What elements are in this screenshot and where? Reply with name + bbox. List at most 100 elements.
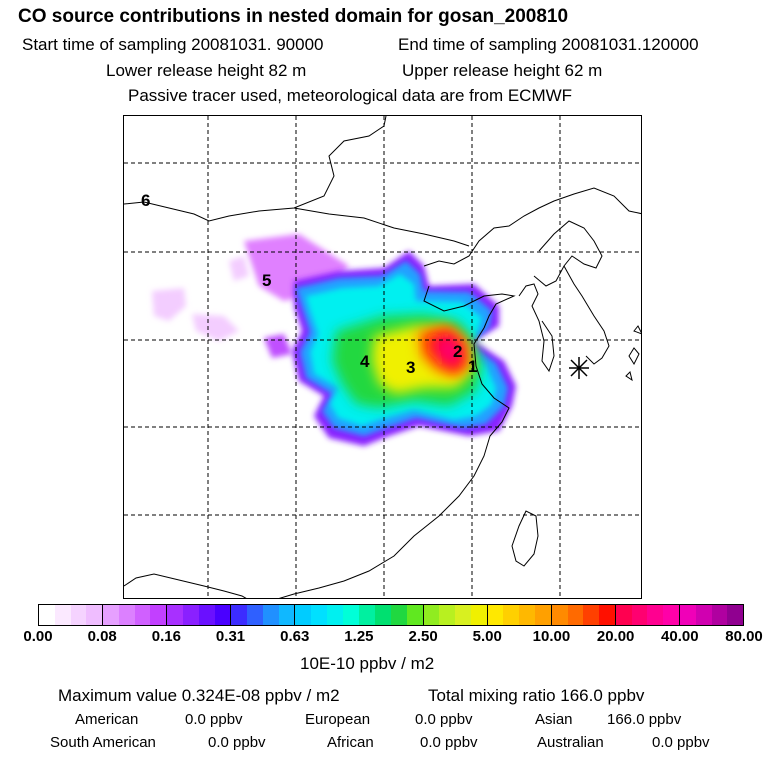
- total-mixing-ratio-label: Total mixing ratio 166.0 ppbv: [428, 686, 645, 705]
- color-swatch: [326, 605, 343, 625]
- region-label-4: 4: [360, 352, 370, 371]
- start-time-label: Start time of sampling 20081031. 90000: [22, 35, 324, 54]
- color-swatch: [455, 605, 471, 625]
- color-swatch: [134, 605, 151, 625]
- european-name: European: [305, 711, 371, 728]
- american-name: American: [75, 711, 139, 728]
- european-value: 0.0 ppbv: [415, 711, 473, 728]
- color-swatch: [214, 605, 231, 625]
- color-swatch: [311, 605, 327, 625]
- asian-name: Asian: [535, 711, 573, 728]
- color-swatch: [535, 605, 551, 625]
- color-swatch: [615, 605, 632, 625]
- color-swatch: [487, 605, 504, 625]
- color-scale-segment: [359, 605, 424, 625]
- color-swatch: [167, 605, 183, 625]
- coastlines: [124, 116, 641, 598]
- color-swatch: [679, 605, 696, 625]
- color-swatch: [423, 605, 440, 625]
- color-swatch: [247, 605, 263, 625]
- australian-value: 0.0 ppbv: [652, 734, 710, 751]
- color-swatch: [406, 605, 423, 625]
- color-scale-tick-label: 2.50: [408, 628, 438, 645]
- color-scale-tick-label: 0.31: [215, 628, 246, 645]
- upper-height-label: Upper release height 62 m: [402, 61, 603, 80]
- maximum-value-label: Maximum value 0.324E-08 ppbv / m2: [58, 686, 340, 705]
- lower-height-label: Lower release height 82 m: [106, 61, 307, 80]
- color-swatch: [359, 605, 376, 625]
- color-scale-unit: 10E-10 ppbv / m2: [300, 654, 435, 673]
- color-swatch: [39, 605, 55, 625]
- color-swatch: [262, 605, 279, 625]
- color-scale-tick-label: 10.00: [532, 628, 571, 645]
- color-swatch: [439, 605, 456, 625]
- map-svg: 6 5 4 3 2 1: [124, 116, 641, 598]
- region-label-2: 2: [453, 342, 462, 361]
- color-swatch: [663, 605, 679, 625]
- graticule: [124, 116, 641, 598]
- color-scale-segment: [295, 605, 360, 625]
- tracer-note: Passive tracer used, meteorological data…: [128, 86, 573, 105]
- color-scale-tick-label: 0.16: [151, 628, 181, 645]
- color-swatch: [470, 605, 487, 625]
- color-scale-tick-label: 0.00: [23, 628, 53, 645]
- color-swatch: [150, 605, 167, 625]
- color-scale-segment: [167, 605, 232, 625]
- color-scale-tick-label: 0.08: [87, 628, 117, 645]
- color-swatch: [278, 605, 295, 625]
- asian-value: 166.0 ppbv: [607, 711, 682, 728]
- color-swatch: [391, 605, 407, 625]
- color-swatch: [118, 605, 135, 625]
- color-swatch: [599, 605, 615, 625]
- color-swatch: [647, 605, 664, 625]
- color-swatch: [695, 605, 712, 625]
- color-swatch: [103, 605, 119, 625]
- color-swatch: [182, 605, 199, 625]
- color-swatch: [551, 605, 568, 625]
- color-scale-segment: [39, 605, 104, 625]
- color-scale-ticks: 0.00 0.08 0.16 0.31 0.63 1.25 2.50 5.00 10.00 20.…: [0, 628, 768, 648]
- color-swatch: [583, 605, 600, 625]
- color-swatch: [375, 605, 392, 625]
- color-swatch: [54, 605, 71, 625]
- south-american-value: 0.0 ppbv: [208, 734, 266, 751]
- region-label-3: 3: [406, 358, 415, 377]
- plot-title: CO source contributions in nested domain…: [18, 6, 569, 27]
- color-scale-segment: [551, 605, 616, 625]
- american-value: 0.0 ppbv: [185, 711, 243, 728]
- african-value: 0.0 ppbv: [420, 734, 478, 751]
- receptor-star-marker: [569, 357, 589, 379]
- color-swatch: [727, 605, 744, 625]
- color-swatch: [231, 605, 248, 625]
- region-label-1: 1: [468, 357, 477, 376]
- region-label-6: 6: [141, 191, 150, 210]
- map-panel: 6 5 4 3 2 1: [123, 115, 642, 599]
- color-scale-tick-label: 5.00: [472, 628, 502, 645]
- color-scale-segment: [487, 605, 552, 625]
- color-scale-segment: [231, 605, 296, 625]
- color-swatch: [519, 605, 535, 625]
- australian-name: Australian: [537, 734, 604, 751]
- color-scale-tick-label: 40.00: [661, 628, 699, 645]
- color-scale-tick-label: 0.63: [280, 628, 310, 645]
- color-scale-segment: [103, 605, 168, 625]
- color-scale-tick-label: 20.00: [596, 628, 635, 645]
- color-swatch: [86, 605, 103, 625]
- color-swatch: [70, 605, 87, 625]
- color-swatch: [503, 605, 520, 625]
- color-scale-segment: [679, 605, 744, 625]
- color-swatch: [711, 605, 728, 625]
- color-swatch: [342, 605, 359, 625]
- african-name: African: [327, 734, 374, 751]
- color-scale-tick-label: 80.00: [725, 628, 763, 645]
- region-label-5: 5: [262, 271, 271, 290]
- color-swatch: [295, 605, 312, 625]
- color-scale-segment: [615, 605, 680, 625]
- south-american-name: South American: [50, 734, 156, 751]
- color-swatch: [567, 605, 584, 625]
- color-scale-bar: [38, 604, 744, 626]
- color-swatch: [631, 605, 648, 625]
- color-swatch: [198, 605, 215, 625]
- color-scale-segment: [423, 605, 488, 625]
- end-time-label: End time of sampling 20081031.120000: [398, 35, 699, 54]
